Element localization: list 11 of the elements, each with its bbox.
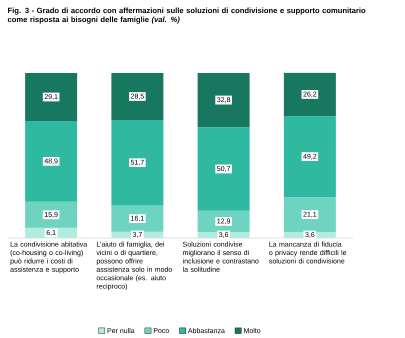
bar <box>25 202 78 228</box>
bar <box>111 120 164 206</box>
bar <box>198 127 250 211</box>
bar <box>25 121 78 202</box>
bar <box>111 205 164 232</box>
bar <box>284 197 336 232</box>
bar <box>25 73 78 122</box>
bar <box>284 72 336 116</box>
bar <box>111 73 164 120</box>
bar <box>284 116 336 198</box>
bar <box>198 73 250 128</box>
